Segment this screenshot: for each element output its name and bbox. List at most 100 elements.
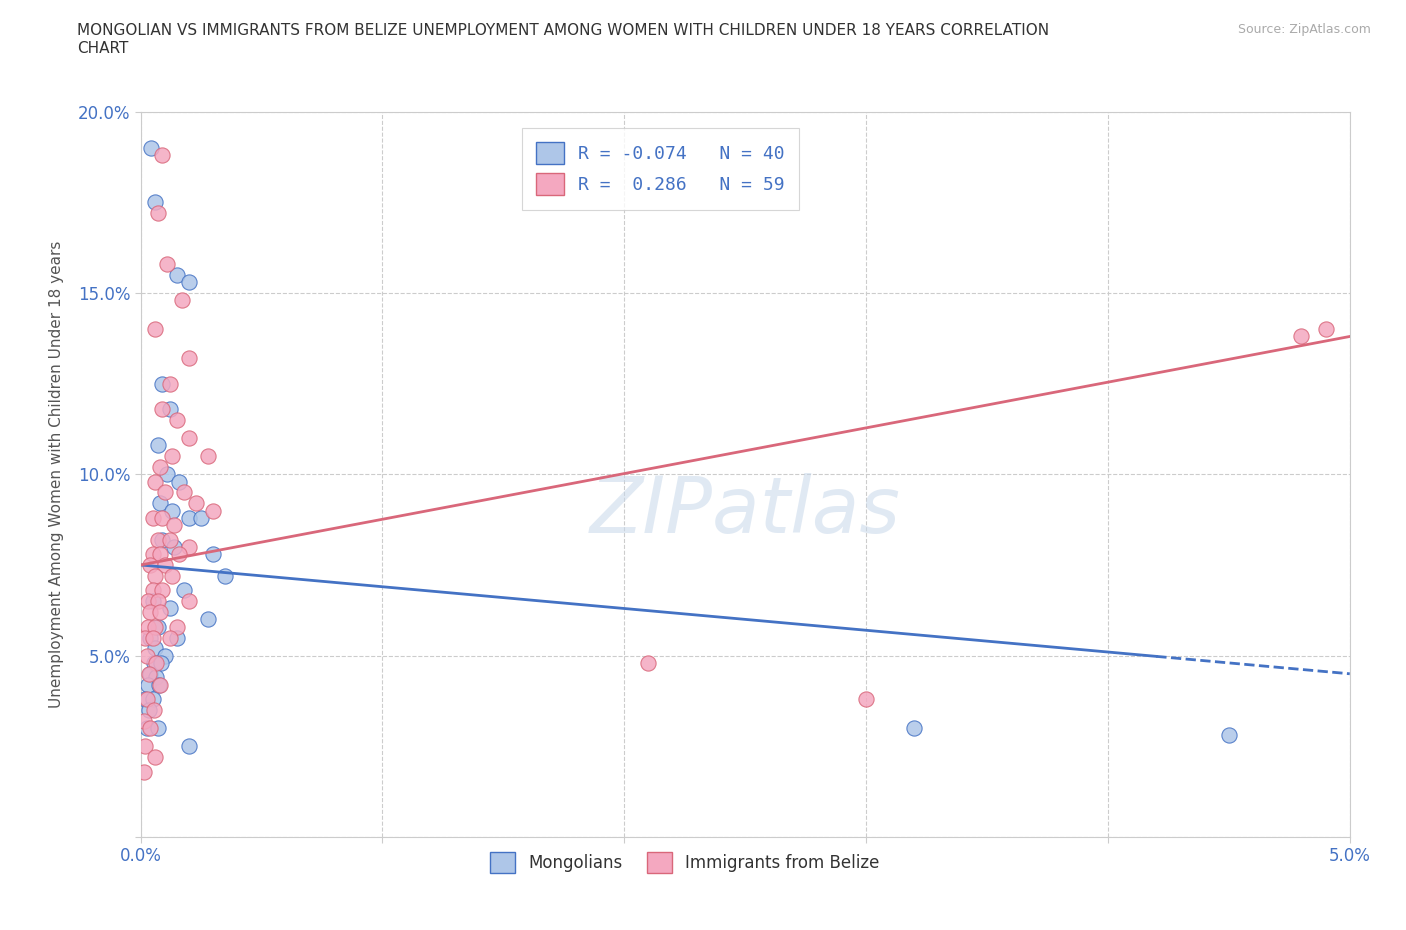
Point: [142, 656, 165, 671]
Point: [135, 721, 157, 736]
Point: [149, 496, 172, 511]
Point: [153, 558, 176, 573]
Point: [138, 703, 160, 718]
Point: [134, 631, 156, 645]
Point: [177, 274, 200, 289]
Y-axis label: Unemployment Among Women with Children Under 18 years: Unemployment Among Women with Children U…: [49, 241, 63, 708]
Point: [1218, 728, 1240, 743]
Point: [136, 594, 159, 609]
Point: [202, 547, 225, 562]
Point: [135, 692, 157, 707]
Point: [160, 568, 183, 583]
Point: [166, 268, 188, 283]
Point: [160, 503, 183, 518]
Point: [150, 402, 173, 417]
Text: ZIPatlas: ZIPatlas: [589, 472, 901, 549]
Point: [142, 547, 165, 562]
Point: [190, 511, 212, 525]
Point: [146, 438, 169, 453]
Point: [150, 532, 173, 547]
Point: [637, 656, 659, 671]
Point: [143, 195, 166, 210]
Point: [149, 604, 172, 619]
Point: [159, 631, 181, 645]
Point: [1315, 322, 1337, 337]
Point: [202, 503, 225, 518]
Point: [146, 594, 169, 609]
Point: [177, 738, 200, 753]
Point: [134, 692, 156, 707]
Point: [177, 594, 200, 609]
Point: [150, 511, 173, 525]
Point: [153, 648, 176, 663]
Point: [153, 485, 176, 500]
Point: [1291, 329, 1313, 344]
Point: [177, 431, 200, 445]
Point: [134, 764, 156, 779]
Point: [143, 619, 166, 634]
Point: [142, 511, 165, 525]
Point: [136, 677, 159, 692]
Point: [139, 721, 162, 736]
Point: [177, 511, 200, 525]
Point: [160, 449, 183, 464]
Point: [159, 532, 181, 547]
Point: [134, 738, 156, 753]
Point: [150, 583, 173, 598]
Point: [156, 467, 179, 482]
Point: [149, 459, 172, 474]
Point: [166, 631, 188, 645]
Point: [145, 670, 167, 684]
Point: [142, 692, 165, 707]
Point: [136, 619, 159, 634]
Point: [134, 713, 156, 728]
Point: [150, 377, 173, 392]
Point: [197, 449, 219, 464]
Point: [173, 583, 195, 598]
Point: [139, 604, 162, 619]
Point: [186, 496, 208, 511]
Point: [146, 721, 169, 736]
Text: Source: ZipAtlas.com: Source: ZipAtlas.com: [1237, 23, 1371, 36]
Point: [177, 539, 200, 554]
Point: [159, 377, 181, 392]
Point: [143, 474, 166, 489]
Point: [146, 619, 169, 634]
Point: [197, 612, 219, 627]
Point: [169, 474, 191, 489]
Point: [150, 656, 173, 671]
Point: [159, 402, 181, 417]
Point: [149, 547, 172, 562]
Point: [143, 750, 166, 764]
Point: [170, 293, 193, 308]
Text: MONGOLIAN VS IMMIGRANTS FROM BELIZE UNEMPLOYMENT AMONG WOMEN WITH CHILDREN UNDER: MONGOLIAN VS IMMIGRANTS FROM BELIZE UNEM…: [77, 23, 1049, 56]
Point: [142, 703, 165, 718]
Point: [169, 547, 191, 562]
Point: [149, 677, 172, 692]
Point: [166, 413, 188, 428]
Point: [143, 568, 166, 583]
Point: [166, 619, 188, 634]
Point: [139, 631, 162, 645]
Point: [135, 648, 157, 663]
Point: [139, 667, 162, 682]
Point: [146, 532, 169, 547]
Point: [855, 692, 877, 707]
Point: [156, 257, 179, 272]
Point: [163, 539, 186, 554]
Point: [148, 677, 170, 692]
Point: [138, 667, 160, 682]
Point: [142, 583, 165, 598]
Point: [177, 351, 200, 365]
Point: [163, 518, 186, 533]
Point: [214, 568, 236, 583]
Point: [150, 148, 173, 163]
Point: [142, 594, 165, 609]
Point: [139, 558, 162, 573]
Point: [173, 485, 195, 500]
Point: [141, 140, 163, 155]
Point: [143, 322, 166, 337]
Legend: Mongolians, Immigrants from Belize: Mongolians, Immigrants from Belize: [482, 845, 887, 880]
Point: [145, 656, 167, 671]
Point: [159, 601, 181, 616]
